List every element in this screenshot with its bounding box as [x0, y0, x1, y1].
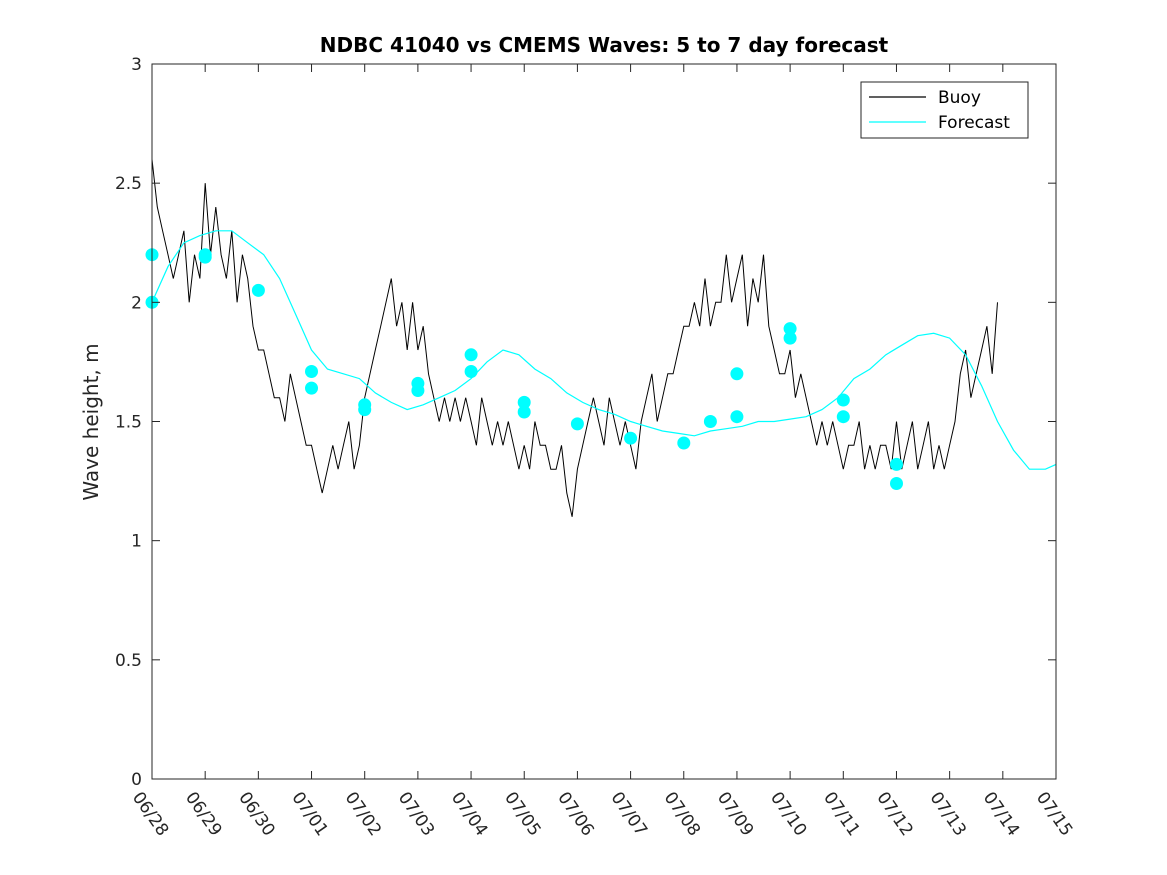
legend: Buoy Forecast	[860, 81, 1029, 139]
forecast-marker	[358, 403, 372, 417]
legend-box	[860, 81, 1029, 139]
forecast-marker	[305, 381, 318, 395]
y-tick-label: 0.5	[115, 651, 142, 671]
forecast-marker	[570, 417, 584, 431]
forecast-marker	[411, 384, 425, 397]
y-tick-label: 0	[131, 770, 142, 790]
y-tick-label: 2	[131, 293, 142, 313]
forecast-marker	[703, 415, 717, 428]
forecast-marker	[890, 457, 903, 471]
forecast-marker	[464, 348, 478, 362]
legend-buoy-label: Buoy	[938, 88, 981, 108]
forecast-marker	[783, 322, 797, 336]
forecast-marker	[730, 367, 744, 381]
forecast-marker	[251, 283, 265, 297]
forecast-series-line	[151, 230, 1057, 470]
forecast-marker	[783, 331, 797, 345]
forecast-marker	[198, 250, 212, 264]
forecast-marker	[677, 436, 691, 450]
forecast-marker	[624, 431, 638, 445]
y-tick-label: 2.5	[115, 174, 142, 194]
forecast-marker	[305, 365, 318, 378]
forecast-marker	[517, 405, 531, 419]
legend-forecast-label: Forecast	[938, 113, 1010, 133]
forecast-marker	[836, 393, 850, 407]
y-tick-label: 1	[131, 532, 142, 552]
y-tick-label: 1.5	[115, 413, 142, 433]
chart-title: NDBC 41040 vs CMEMS Waves: 5 to 7 day fo…	[320, 33, 889, 57]
forecast-marker	[890, 477, 903, 490]
forecast-marker	[730, 410, 744, 424]
forecast-marker	[517, 395, 531, 409]
buoy-series-line	[151, 159, 998, 517]
y-tick-label: 3	[131, 55, 142, 75]
forecast-marker	[464, 365, 478, 378]
forecast-marker	[836, 410, 850, 424]
y-axis-label: Wave height, m	[79, 343, 103, 500]
